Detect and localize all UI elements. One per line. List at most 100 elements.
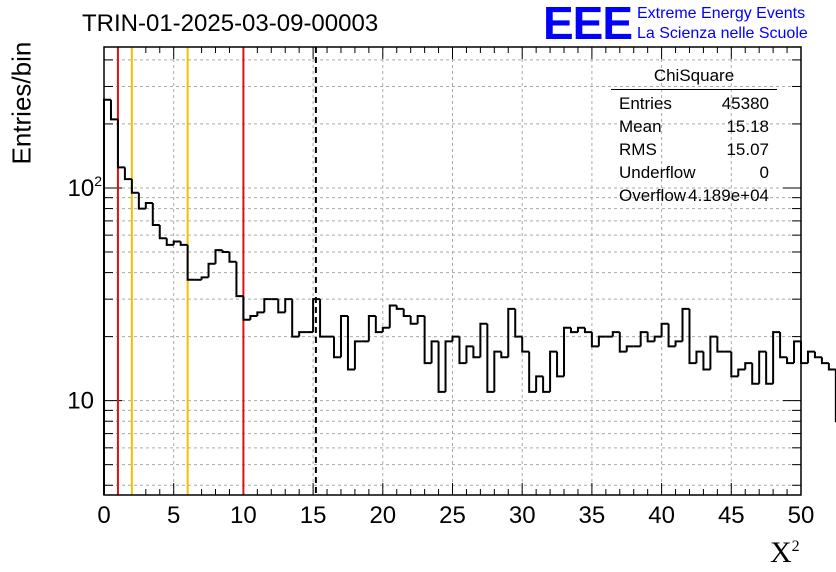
histogram-bin bbox=[820, 357, 829, 365]
histogram-bin bbox=[137, 192, 146, 210]
x-tick-label: 40 bbox=[648, 502, 675, 529]
histogram-bin bbox=[158, 224, 167, 240]
stats-title-underline bbox=[611, 89, 777, 90]
histogram-bin bbox=[639, 331, 648, 347]
x-tick-label: 0 bbox=[97, 502, 110, 529]
histogram-bin bbox=[228, 251, 237, 263]
histogram-bin bbox=[688, 308, 697, 365]
histogram-bin bbox=[625, 345, 634, 352]
histogram-bin bbox=[806, 350, 815, 364]
histogram-bin bbox=[339, 315, 348, 358]
histogram-bin bbox=[263, 298, 272, 313]
histogram-bin bbox=[381, 326, 390, 333]
histogram-bin bbox=[653, 335, 662, 342]
histogram-bin bbox=[103, 98, 111, 495]
histogram-bin bbox=[130, 179, 139, 194]
histogram-bin bbox=[291, 299, 300, 338]
histogram-bin bbox=[660, 322, 669, 337]
chart-title: TRIN-01-2025-03-09-00003 bbox=[82, 10, 379, 37]
histogram-bin bbox=[716, 336, 725, 353]
histogram-bin bbox=[493, 350, 502, 392]
axis-ticks bbox=[103, 47, 802, 495]
histogram-bin bbox=[521, 336, 530, 353]
histogram-bin bbox=[535, 375, 544, 392]
histogram-bin bbox=[737, 368, 746, 377]
histogram-bin bbox=[186, 244, 195, 281]
stats-label: Overflow bbox=[619, 186, 687, 205]
histogram-bin bbox=[674, 340, 683, 347]
histogram-bin bbox=[765, 351, 774, 385]
histogram-bin bbox=[333, 336, 341, 359]
plot-frame bbox=[103, 46, 802, 496]
histogram-bin bbox=[486, 323, 495, 393]
histogram-bin bbox=[590, 332, 599, 348]
stats-title: ChiSquare bbox=[653, 66, 735, 85]
stats-value: 15.07 bbox=[726, 140, 769, 159]
histogram-bin bbox=[542, 376, 551, 393]
histogram-bin bbox=[312, 298, 321, 333]
stats-value: 4.189e+04 bbox=[688, 186, 769, 205]
axes-frame bbox=[103, 46, 802, 496]
x-axis-label: X2 bbox=[770, 536, 800, 570]
x-axis-label-sup: 2 bbox=[791, 538, 800, 555]
histogram-bin bbox=[395, 305, 404, 310]
stats-label: Underflow bbox=[619, 163, 696, 182]
histogram-bin bbox=[472, 346, 481, 359]
histogram-bin bbox=[751, 363, 760, 385]
histogram-bin bbox=[758, 350, 767, 384]
stats-value: 0 bbox=[759, 163, 769, 182]
x-tick-label: 30 bbox=[509, 502, 536, 529]
histogram-bin bbox=[618, 332, 627, 353]
histogram-bin bbox=[249, 315, 258, 320]
x-axis-label-base: X bbox=[770, 536, 792, 569]
x-tick-label: 15 bbox=[300, 502, 327, 529]
eee-logo-line2: La Scienza nelle Scuole bbox=[637, 25, 808, 42]
histogram-bin bbox=[151, 202, 160, 226]
histogram-bin bbox=[221, 250, 230, 253]
histogram-bin bbox=[576, 326, 585, 333]
histogram-bin bbox=[465, 345, 474, 364]
histogram-bin bbox=[388, 304, 397, 328]
histogram-bin bbox=[772, 331, 781, 384]
eee-logo-line1: Extreme Energy Events bbox=[637, 5, 806, 22]
eee-logo-mark: EEE bbox=[543, 0, 633, 49]
histogram-bin bbox=[444, 340, 453, 392]
histogram-bin bbox=[646, 332, 655, 343]
histogram-bin bbox=[730, 351, 739, 378]
histogram-bin bbox=[549, 350, 558, 392]
histogram-bin bbox=[709, 335, 718, 370]
histogram-bin bbox=[786, 357, 795, 365]
histogram-bin bbox=[437, 341, 446, 393]
histogram-bin bbox=[430, 340, 439, 364]
histogram-bin bbox=[214, 249, 223, 264]
x-tick-label: 35 bbox=[579, 502, 606, 529]
histogram-bin bbox=[353, 340, 362, 370]
histogram-bin bbox=[409, 316, 418, 325]
histogram-bin bbox=[179, 241, 188, 246]
histogram-bin bbox=[256, 311, 265, 317]
histogram-bin bbox=[109, 99, 118, 121]
x-tick-label: 10 bbox=[230, 502, 257, 529]
histogram-bin bbox=[514, 308, 523, 338]
stats-box: ChiSquare Entries 45380 Mean 15.18 RMS 15.07 U… bbox=[611, 66, 779, 208]
histogram-bin bbox=[172, 240, 181, 245]
histogram-bin bbox=[479, 322, 488, 358]
histogram-bin bbox=[367, 315, 376, 342]
histogram-bin bbox=[416, 315, 425, 324]
histogram-bin bbox=[695, 350, 704, 364]
histogram-bin bbox=[507, 307, 516, 358]
histogram-bin bbox=[556, 351, 565, 378]
histogram-bin bbox=[116, 119, 125, 169]
histogram-bin bbox=[298, 331, 307, 337]
stats-label: Entries bbox=[619, 94, 672, 113]
histogram-bin bbox=[458, 336, 467, 365]
y-tick-label: 10 bbox=[67, 388, 94, 415]
histogram-bin bbox=[569, 327, 578, 334]
histogram-bin bbox=[702, 351, 711, 371]
histogram-bin bbox=[277, 299, 286, 314]
histogram-bin bbox=[423, 316, 432, 365]
x-tick-label: 50 bbox=[788, 502, 815, 529]
histogram-bin bbox=[800, 341, 808, 365]
y-tick-label: 102 bbox=[68, 173, 103, 202]
